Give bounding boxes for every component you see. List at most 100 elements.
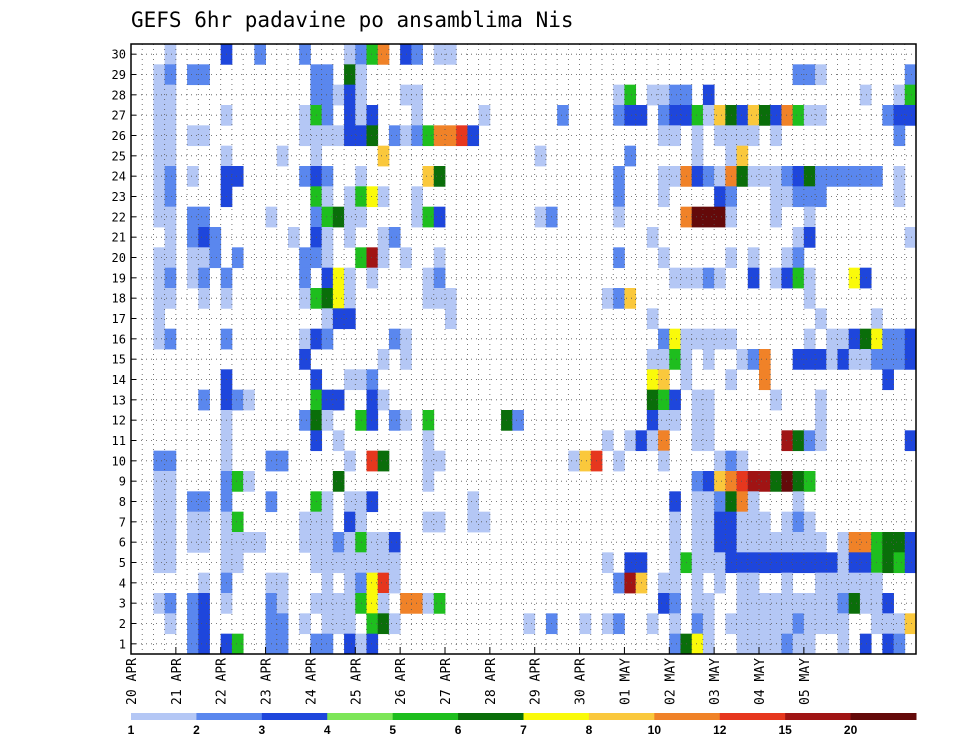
heatmap-cell — [714, 125, 726, 147]
x-tick-label: 28 APR — [484, 658, 499, 705]
heatmap-cell — [736, 125, 749, 147]
heatmap-cell — [366, 572, 379, 594]
heatmap-cell — [781, 552, 794, 574]
heatmap-cell — [669, 105, 681, 126]
heatmap-cell — [153, 206, 166, 228]
legend-swatch — [327, 713, 394, 720]
legend-swatch — [131, 713, 197, 720]
heatmap-cell — [198, 532, 210, 553]
heatmap-cell — [366, 44, 379, 65]
heatmap-cell — [658, 105, 670, 126]
x-tick-label: 25 APR — [349, 658, 364, 705]
x-axis-dates: 20 APR 21 APR 22 APR 23 APR 24 APR 25 APR 26 A… — [125, 647, 813, 705]
heatmap-cell — [803, 186, 816, 208]
heatmap-cell — [164, 84, 177, 106]
heatmap-cell — [321, 633, 334, 655]
legend-label: 12 — [713, 723, 727, 737]
heatmap-cell — [714, 450, 726, 472]
heatmap-cell — [231, 247, 244, 269]
heatmap-cell — [321, 308, 334, 330]
heatmap-cell — [602, 552, 614, 574]
heatmap-cell — [243, 471, 255, 492]
heatmap-cell — [153, 532, 166, 553]
heatmap-cell — [781, 511, 794, 533]
heatmap-cell — [164, 247, 177, 269]
heatmap-cell — [557, 105, 569, 126]
heatmap-cell — [321, 511, 334, 533]
heatmap-cell — [433, 125, 446, 147]
heatmap-cell — [702, 471, 715, 492]
heatmap-cell — [658, 84, 670, 106]
heatmap-cell — [198, 125, 210, 147]
heatmap-cell — [321, 105, 334, 126]
heatmap-cell — [344, 633, 356, 655]
heatmap-cell — [893, 84, 906, 106]
heatmap-cell — [736, 105, 749, 126]
heatmap-cell — [803, 227, 816, 248]
heatmap-cell — [759, 633, 771, 655]
heatmap-cell — [377, 145, 390, 167]
heatmap-cell — [400, 125, 412, 147]
heatmap-cell — [781, 471, 794, 492]
heatmap-cell — [714, 186, 726, 208]
heatmap-cell — [377, 227, 390, 248]
heatmap-cell — [792, 105, 805, 126]
heatmap-cell — [826, 593, 838, 614]
heatmap-cell — [904, 613, 917, 635]
heatmap-cell — [198, 267, 210, 289]
heatmap-cell — [859, 552, 872, 574]
heatmap-cell — [893, 532, 906, 553]
legend-label: 4 — [324, 723, 331, 737]
heatmap-cell — [759, 369, 771, 391]
heatmap-cell — [781, 166, 794, 187]
heatmap-cell — [467, 491, 480, 513]
heatmap-cell — [344, 44, 356, 65]
y-tick-label: 19 — [112, 271, 126, 285]
heatmap-cell — [826, 552, 838, 574]
heatmap-cell — [747, 613, 760, 635]
heatmap-cell — [882, 532, 894, 553]
heatmap-cell — [803, 64, 816, 86]
heatmap-cell — [736, 471, 749, 492]
heatmap-cell — [231, 532, 244, 553]
heatmap-cell — [411, 44, 423, 65]
x-tick-label: 29 APR — [529, 658, 544, 705]
heatmap-cell — [388, 328, 401, 350]
heatmap-cell — [792, 593, 805, 614]
heatmap-cell — [691, 105, 704, 126]
heatmap-cell — [669, 84, 681, 106]
heatmap-cell — [366, 491, 379, 513]
heatmap-cell — [815, 430, 827, 452]
heatmap-cell — [759, 471, 771, 492]
heatmap-cell — [400, 328, 412, 350]
heatmap-cell — [658, 450, 670, 472]
heatmap-cell — [187, 491, 199, 513]
heatmap-cell — [299, 349, 311, 370]
heatmap-cell — [276, 450, 289, 472]
heatmap-cell — [736, 552, 749, 574]
heatmap-cell — [904, 430, 917, 452]
heatmap-cell — [624, 430, 637, 452]
heatmap-cell — [299, 613, 311, 635]
heatmap-cell — [198, 613, 210, 635]
heatmap-cell — [759, 166, 771, 187]
heatmap-cell — [803, 288, 816, 309]
heatmap-cell — [792, 186, 805, 208]
heatmap-cell — [332, 125, 345, 147]
heatmap-cell — [422, 511, 435, 533]
heatmap-cell — [837, 593, 850, 614]
heatmap-cell — [231, 511, 244, 533]
heatmap-cell — [254, 44, 266, 65]
heatmap-cell — [736, 572, 749, 594]
heatmap-cell — [377, 389, 390, 411]
heatmap-cell — [198, 389, 210, 411]
heatmap-cell — [893, 125, 906, 147]
heatmap-cell — [377, 572, 390, 594]
heatmap-cell — [153, 328, 166, 350]
heatmap-cell — [366, 186, 379, 208]
heatmap-cell — [288, 227, 300, 248]
heatmap-cell — [445, 125, 457, 147]
heatmap-cell — [153, 471, 166, 492]
heatmap-cell — [344, 206, 356, 228]
